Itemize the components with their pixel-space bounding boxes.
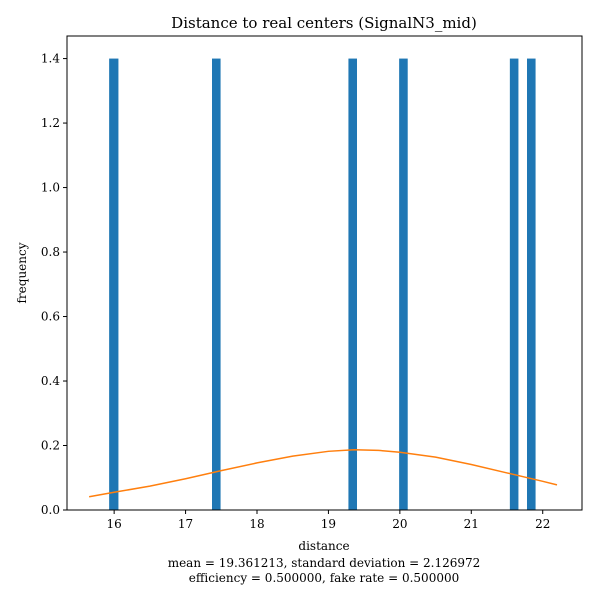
y-tick-label: 0.6: [41, 310, 60, 324]
x-tick-label: 20: [392, 517, 407, 531]
y-tick-label: 0.2: [41, 439, 60, 453]
x-tick-label: 18: [249, 517, 264, 531]
fit-curve: [89, 448, 558, 498]
fit-curve-layer: [89, 448, 558, 498]
y-axis-label: frequency: [15, 242, 29, 303]
y-tick-label: 1.2: [41, 116, 60, 130]
chart-title: Distance to real centers (SignalN3_mid): [171, 14, 477, 32]
y-tick-label: 0.4: [41, 374, 60, 388]
histogram-bar-5: [527, 58, 536, 510]
histogram-bar-1: [212, 58, 221, 510]
x-axis: 16 17 18 19 20 21 22: [107, 510, 550, 531]
caption-line-1: mean = 19.361213, standard deviation = 2…: [168, 556, 481, 570]
histogram-bar-3: [399, 58, 408, 510]
x-axis-label: distance: [298, 539, 349, 553]
x-tick-label: 17: [178, 517, 193, 531]
x-tick-label: 16: [107, 517, 122, 531]
histogram-bar-2: [348, 58, 357, 510]
histogram-bar-4: [509, 58, 519, 510]
y-tick-label: 0.0: [41, 503, 60, 517]
caption-line-2: efficiency = 0.500000, fake rate = 0.500…: [189, 571, 459, 585]
y-tick-label: 0.8: [41, 245, 60, 259]
plot-frame: [66, 35, 583, 511]
x-tick-label: 22: [535, 517, 550, 531]
histogram-bar-0: [109, 58, 119, 510]
x-tick-label: 19: [321, 517, 336, 531]
y-tick-label: 1.0: [41, 181, 60, 195]
x-tick-label: 21: [464, 517, 479, 531]
y-axis: 0.0 0.2 0.4 0.6 0.8 1.0 1.2 1.4: [41, 52, 67, 517]
bars-layer: [109, 58, 536, 510]
y-tick-label: 1.4: [41, 52, 60, 66]
